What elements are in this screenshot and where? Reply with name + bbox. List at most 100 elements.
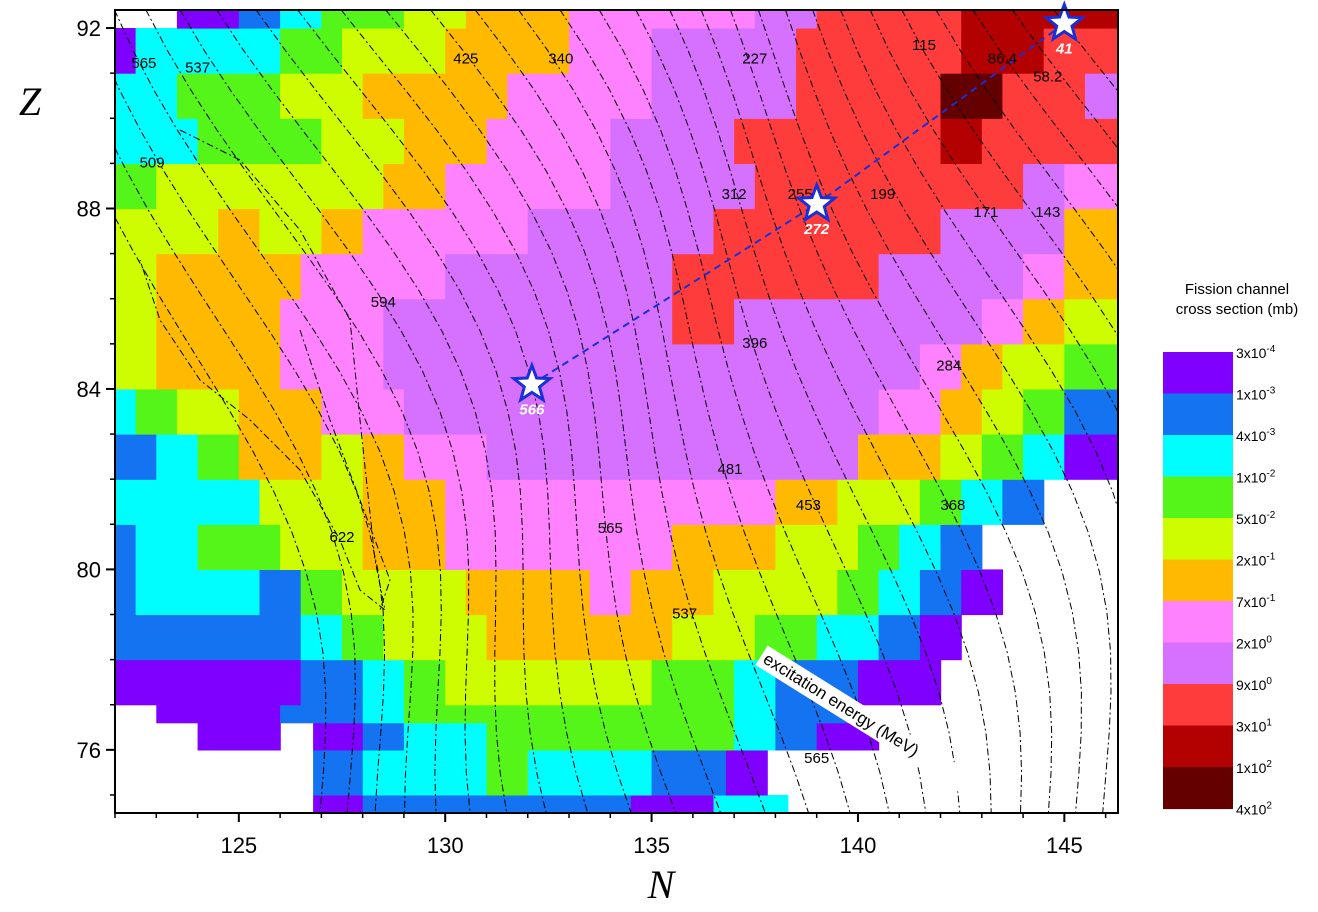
contour-label: 481 <box>717 461 742 478</box>
contour-line <box>518 10 810 813</box>
heatmap-cell <box>321 118 405 164</box>
heatmap-cell <box>280 10 322 29</box>
contour-line <box>115 216 327 813</box>
contour-line <box>299 329 391 611</box>
contour-line <box>1011 10 1118 150</box>
heatmap-cell <box>775 479 838 525</box>
colorbar-label: 1x102 <box>1236 759 1272 776</box>
colorbar-label: 1x10-3 <box>1236 386 1276 403</box>
heatmap-cell <box>981 163 1024 210</box>
heatmap-cell <box>981 434 1024 480</box>
contour-line <box>757 10 1053 813</box>
axes: 125 130 135 140 145 76 80 84 88 92 <box>77 16 1107 858</box>
heatmap-cell <box>878 614 921 661</box>
heatmap-cell <box>858 659 942 706</box>
heatmap-cell <box>940 388 983 435</box>
heatmap-cell <box>445 479 776 525</box>
heatmap-cell <box>156 163 384 210</box>
heatmap-cell <box>197 434 240 480</box>
heatmap-cell <box>218 208 261 255</box>
contour-label: 312 <box>722 186 747 203</box>
heatmap-cell <box>486 704 735 724</box>
heatmap-cell <box>878 569 921 616</box>
heatmap-cell <box>362 722 405 751</box>
heatmap-cell <box>362 434 405 480</box>
heatmap-cell <box>1002 479 1045 525</box>
heatmap-cell <box>321 10 405 29</box>
heatmap-cell <box>507 10 570 29</box>
heatmap-cell <box>527 749 653 796</box>
colorbar-label: 7x10-1 <box>1236 593 1276 610</box>
heatmap-cell <box>115 659 302 706</box>
heatmap-cell <box>176 388 240 435</box>
heatmap-cell <box>734 298 983 345</box>
heatmap-cell <box>725 749 768 796</box>
heatmap-cell <box>342 569 467 616</box>
heatmap-cell <box>1064 343 1118 390</box>
heatmap-cell <box>1002 343 1065 390</box>
heatmap-cell <box>1023 163 1065 210</box>
heatmap-cell <box>238 434 322 480</box>
contour-label: 143 <box>1035 204 1060 221</box>
heatmap-cell <box>135 569 260 616</box>
heatmap-cell <box>610 10 756 29</box>
heatmap-cell <box>775 524 859 570</box>
heatmap-cell <box>981 388 1024 435</box>
heatmap-cell <box>321 388 405 435</box>
heatmap-cell <box>940 208 1065 255</box>
heatmap-cell <box>197 722 281 751</box>
heatmap-cell <box>961 343 1004 390</box>
contour-line <box>812 10 1112 813</box>
x-tick-label: 125 <box>220 833 257 858</box>
contour-label: 425 <box>453 51 478 68</box>
colorbar-swatch <box>1163 352 1233 395</box>
contour-line <box>869 10 1118 414</box>
heatmap-cell <box>1064 388 1118 435</box>
heatmap-cell <box>775 722 818 751</box>
heatmap-cell <box>734 704 776 724</box>
contour-line <box>255 10 547 813</box>
contour-label: 565 <box>131 55 156 72</box>
colorbar-swatch <box>1163 435 1233 478</box>
colorbar-swatch <box>1163 559 1233 602</box>
heatmap-cell <box>981 118 1118 164</box>
heatmap-cell <box>300 614 343 661</box>
heatmap-cell <box>156 434 199 480</box>
heatmap-cell <box>878 253 1024 300</box>
heatmap-cell <box>342 28 446 74</box>
heatmap-cell <box>527 208 715 255</box>
heatmap-cell <box>816 10 962 29</box>
colorbar-label: 4x102 <box>1236 801 1272 818</box>
heatmap-cell <box>465 569 591 616</box>
heatmap-cell <box>919 614 962 661</box>
contour-line <box>340 10 632 813</box>
contour-label: 284 <box>936 357 961 374</box>
heatmap-cell <box>796 73 942 119</box>
heatmap-cell <box>878 388 942 435</box>
heatmap-cell <box>1085 73 1118 119</box>
heatmap-cell <box>672 524 776 570</box>
heatmap-cell <box>919 569 962 616</box>
heatmap-cell <box>313 749 364 796</box>
heatmap-cell <box>445 28 570 74</box>
heatmap-cell <box>816 614 880 661</box>
heatmap-cell <box>115 434 157 480</box>
heatmap-cell <box>651 73 797 119</box>
heatmap-cell <box>313 795 364 813</box>
heatmap-cell <box>383 298 673 345</box>
x-tick-label: 140 <box>840 833 877 858</box>
heatmap-cell <box>403 722 488 751</box>
colorbar-title-line: cross section (mb) <box>1176 301 1299 318</box>
heatmap-cell <box>135 524 199 570</box>
y-axis-title: Z <box>19 79 42 124</box>
star-marker-label: 566 <box>519 401 545 418</box>
colorbar-label: 2x100 <box>1236 635 1272 652</box>
heatmap-cell <box>486 722 735 751</box>
star-markers: 566 272 41 <box>509 0 1087 418</box>
contour-label: 396 <box>742 335 767 352</box>
heatmap-cell <box>1064 434 1118 480</box>
y-tick-label: 84 <box>77 377 101 402</box>
heatmap-cell <box>238 388 322 435</box>
heatmap-cell <box>919 343 962 390</box>
